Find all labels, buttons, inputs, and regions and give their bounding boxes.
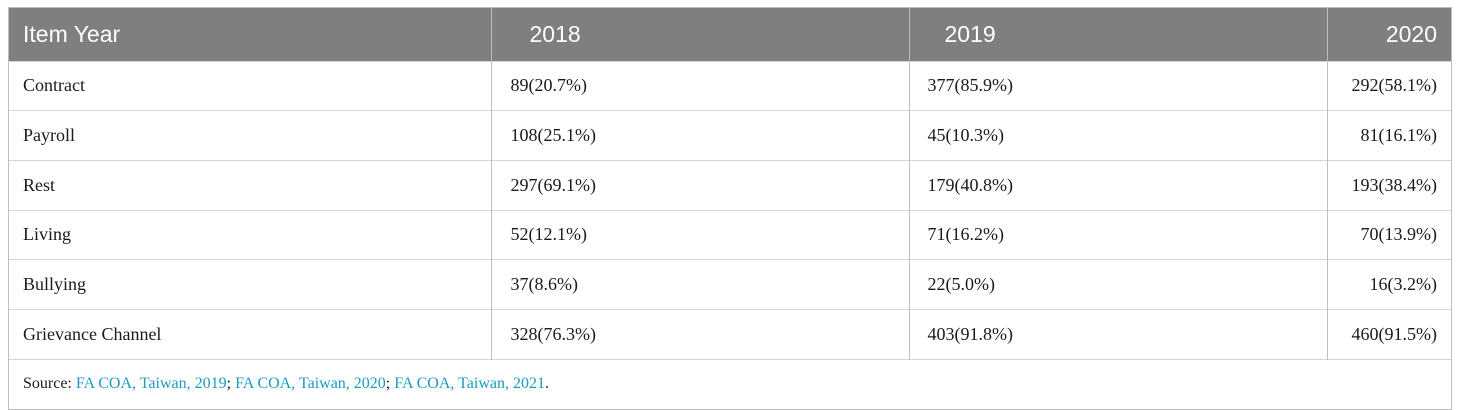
source-link-2021[interactable]: FA COA, Taiwan, 2021: [394, 375, 545, 393]
cell-2019: 403(91.8%): [909, 308, 1328, 360]
source-note: Source: FA COA, Taiwan, 2019; FA COA, Ta…: [9, 358, 1451, 409]
cell-2019: 71(16.2%): [909, 209, 1328, 260]
table-header: Item Year 2018 2019 2020: [9, 8, 1451, 61]
cell-2018: 37(8.6%): [491, 259, 910, 310]
table-row: Bullying 37(8.6%) 22(5.0%) 16(3.2%): [9, 259, 1451, 310]
source-link-2019[interactable]: FA COA, Taiwan, 2019: [75, 375, 227, 393]
row-label: Living: [9, 209, 492, 260]
row-label: Payroll: [9, 110, 492, 161]
source-separator: ;: [385, 375, 395, 393]
table-row: Rest 297(69.1%) 179(40.8%) 193(38.4%): [9, 159, 1451, 211]
source-end: .: [544, 375, 549, 393]
cell-2020: 292(58.1%): [1327, 60, 1451, 111]
cell-2018: 89(20.7%): [491, 60, 910, 111]
cell-2019: 45(10.3%): [909, 110, 1328, 161]
header-item-year: Item Year: [9, 8, 492, 61]
source-separator: ;: [226, 375, 236, 393]
cell-2018: 297(69.1%): [491, 159, 910, 211]
header-2019: 2019: [909, 8, 1328, 61]
cell-2020: 16(3.2%): [1327, 259, 1451, 310]
source-link-2020[interactable]: FA COA, Taiwan, 2020: [235, 375, 386, 393]
cell-2020: 193(38.4%): [1327, 159, 1451, 211]
cell-2019: 22(5.0%): [909, 259, 1328, 310]
cell-2020: 460(91.5%): [1327, 308, 1451, 360]
cell-2018: 108(25.1%): [491, 110, 910, 161]
cell-2018: 328(76.3%): [491, 308, 910, 360]
cell-2020: 81(16.1%): [1327, 110, 1451, 161]
row-label: Contract: [9, 60, 492, 111]
table-row: Grievance Channel 328(76.3%) 403(91.8%) …: [9, 308, 1451, 360]
cell-2018: 52(12.1%): [491, 209, 910, 260]
table-body: Contract 89(20.7%) 377(85.9%) 292(58.1%)…: [9, 60, 1451, 409]
header-2018: 2018: [491, 8, 910, 61]
row-label: Rest: [9, 159, 492, 211]
cell-2019: 179(40.8%): [909, 159, 1328, 211]
row-label: Bullying: [9, 259, 492, 310]
table-row: Payroll 108(25.1%) 45(10.3%) 81(16.1%): [9, 110, 1451, 161]
header-row: Item Year 2018 2019 2020: [9, 8, 1451, 61]
header-2020: 2020: [1385, 20, 1437, 47]
data-table-container: Item Year 2018 2019 2020 Contract 89(20.…: [8, 7, 1452, 410]
row-label: Grievance Channel: [9, 308, 492, 360]
cell-2019: 377(85.9%): [909, 60, 1328, 111]
source-label: Source:: [23, 375, 76, 393]
cell-2020: 70(13.9%): [1327, 209, 1451, 260]
source-row: Source: FA COA, Taiwan, 2019; FA COA, Ta…: [9, 358, 1451, 409]
data-table: Item Year 2018 2019 2020 Contract 89(20.…: [9, 8, 1451, 409]
table-row: Contract 89(20.7%) 377(85.9%) 292(58.1%): [9, 60, 1451, 111]
table-row: Living 52(12.1%) 71(16.2%) 70(13.9%): [9, 209, 1451, 260]
